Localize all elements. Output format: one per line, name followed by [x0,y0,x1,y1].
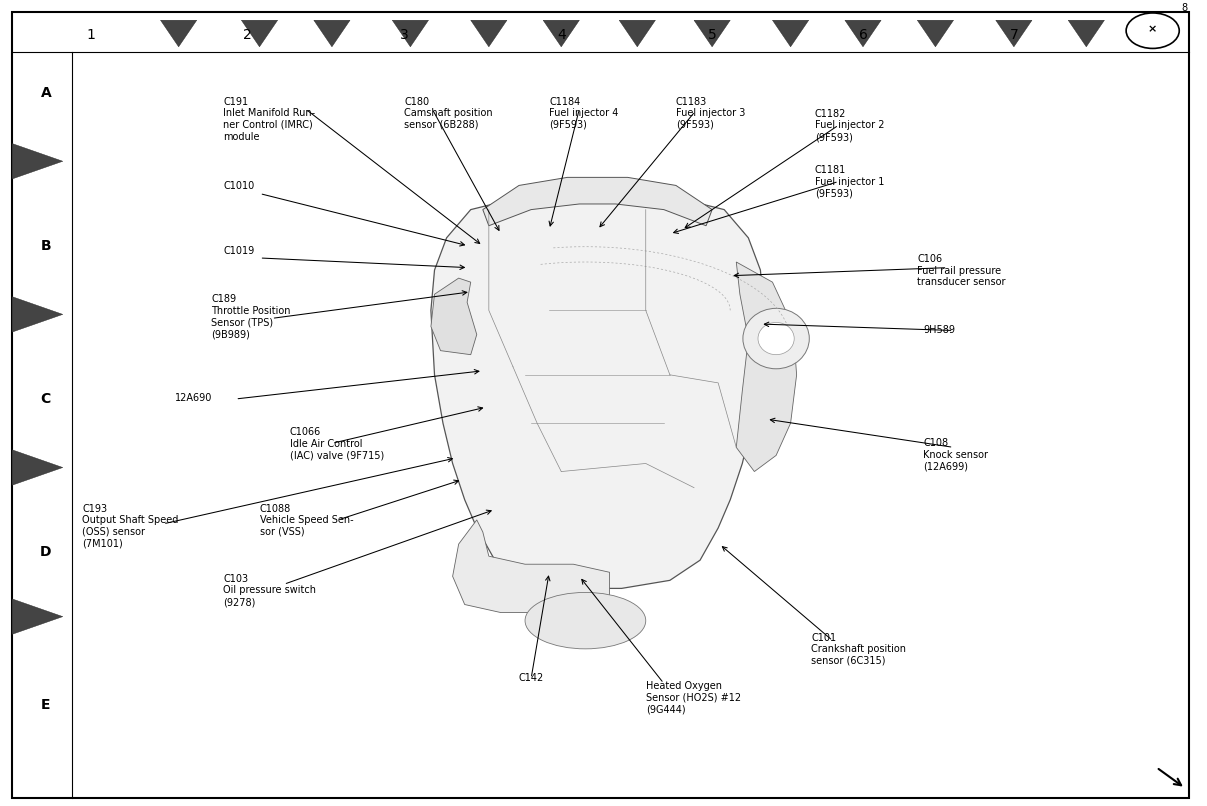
Text: Heated Oxygen
Sensor (HO2S) #12
(9G444): Heated Oxygen Sensor (HO2S) #12 (9G444) [646,681,741,714]
Text: B: B [41,239,51,253]
Text: C108
Knock sensor
(12A699): C108 Knock sensor (12A699) [923,438,989,472]
Polygon shape [453,520,610,613]
Text: 7: 7 [1009,27,1019,42]
Polygon shape [996,20,1032,47]
Text: 9H589: 9H589 [923,325,956,334]
Text: 4: 4 [556,27,566,42]
Polygon shape [431,193,764,588]
Text: C1010: C1010 [223,181,255,191]
Text: C1184
Fuel injector 4
(9F593): C1184 Fuel injector 4 (9F593) [549,97,618,130]
Text: C1066
Idle Air Control
(IAC) valve (9F715): C1066 Idle Air Control (IAC) valve (9F71… [290,427,384,460]
Polygon shape [483,177,712,226]
Polygon shape [845,20,881,47]
Polygon shape [619,20,655,47]
Polygon shape [12,297,63,332]
Polygon shape [917,20,954,47]
Polygon shape [12,599,63,634]
Text: C1183
Fuel injector 3
(9F593): C1183 Fuel injector 3 (9F593) [676,97,745,130]
Text: C1019: C1019 [223,246,255,256]
Text: C191
Inlet Manifold Run-
ner Control (IMRC)
module: C191 Inlet Manifold Run- ner Control (IM… [223,97,315,142]
Polygon shape [314,20,350,47]
Text: C189
Throttle Position
Sensor (TPS)
(9B989): C189 Throttle Position Sensor (TPS) (9B9… [211,294,291,339]
Polygon shape [12,450,63,485]
Ellipse shape [758,322,794,355]
Text: A: A [41,85,51,100]
Text: C: C [41,392,51,406]
Text: 6: 6 [858,27,868,42]
Polygon shape [392,20,428,47]
Polygon shape [471,20,507,47]
Text: 2: 2 [243,27,252,42]
Text: C1088
Vehicle Speed Sen-
sor (VSS): C1088 Vehicle Speed Sen- sor (VSS) [260,504,354,537]
Polygon shape [694,20,730,47]
Polygon shape [161,20,197,47]
Polygon shape [241,20,278,47]
Polygon shape [543,20,579,47]
Text: 8: 8 [1182,3,1188,13]
Text: 3: 3 [400,27,409,42]
Polygon shape [772,20,809,47]
Polygon shape [12,143,63,179]
Text: D: D [40,545,52,559]
Text: E: E [41,698,51,713]
Text: 1: 1 [86,27,95,42]
Polygon shape [431,278,477,355]
Text: C101
Crankshaft position
sensor (6C315): C101 Crankshaft position sensor (6C315) [811,633,906,666]
Text: 5: 5 [707,27,717,42]
Text: 12A690: 12A690 [175,393,212,402]
Circle shape [1126,13,1179,48]
Text: C1182
Fuel injector 2
(9F593): C1182 Fuel injector 2 (9F593) [815,109,885,142]
Text: C106
Fuel rail pressure
transducer sensor: C106 Fuel rail pressure transducer senso… [917,254,1005,287]
Text: C1181
Fuel injector 1
(9F593): C1181 Fuel injector 1 (9F593) [815,165,884,198]
Ellipse shape [525,592,646,649]
Polygon shape [1068,20,1104,47]
Text: C103
Oil pressure switch
(9278): C103 Oil pressure switch (9278) [223,574,316,607]
Ellipse shape [742,309,809,369]
Polygon shape [736,262,797,472]
Text: ×: × [1148,24,1158,34]
Text: C142: C142 [519,673,543,683]
Text: C193
Output Shaft Speed
(OSS) sensor
(7M101): C193 Output Shaft Speed (OSS) sensor (7M… [82,504,179,549]
Text: C180
Camshaft position
sensor (6B288): C180 Camshaft position sensor (6B288) [404,97,492,130]
